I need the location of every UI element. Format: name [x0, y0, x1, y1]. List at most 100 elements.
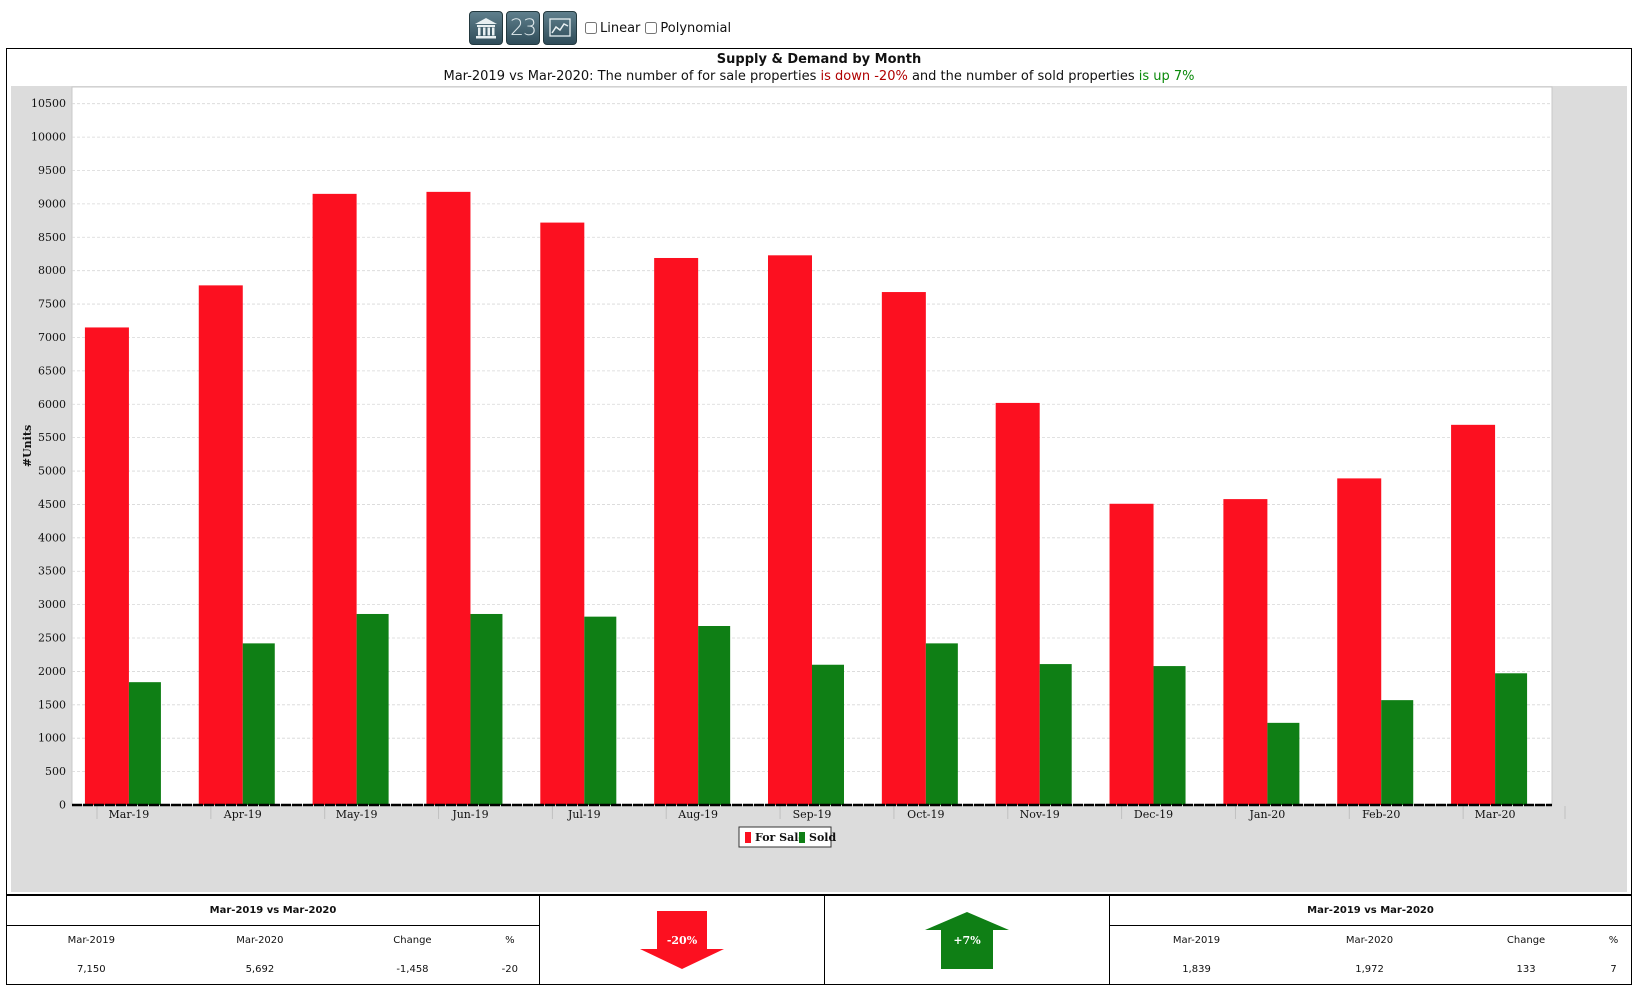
bar-for-sale [1451, 424, 1496, 805]
bar-for-sale [84, 327, 129, 805]
y-tick-label: 2500 [38, 632, 66, 645]
x-tick-label: Oct-19 [907, 808, 944, 821]
bar-sold [812, 664, 844, 805]
subtitle-prefix: Mar-2019 vs Mar-2020: The number of for … [443, 69, 821, 84]
x-tick-label: Jan-20 [1248, 808, 1285, 821]
bar-for-sale [1337, 478, 1382, 805]
y-tick-label: 5500 [38, 431, 66, 444]
for-sale-col-change: Change [393, 935, 432, 946]
chart-subtitle: Mar-2019 vs Mar-2020: The number of for … [7, 69, 1631, 84]
bar-sold [1495, 673, 1528, 805]
bar-sold [1153, 666, 1186, 805]
x-tick-label: Apr-19 [223, 808, 262, 821]
up-arrow-icon [925, 912, 1009, 969]
for-sale-value-percent: -20 [501, 964, 519, 975]
bar-sold [128, 682, 161, 805]
bar-sold [925, 643, 958, 805]
y-tick-label: 2000 [38, 665, 66, 678]
legend-swatch [745, 832, 751, 843]
up-arrow-shape [925, 912, 1009, 969]
subtitle-down-text: is down -20% [820, 69, 908, 84]
legend-swatch [799, 832, 805, 843]
x-tick-label: May-19 [336, 808, 378, 821]
for-sale-value-to: 5,692 [245, 964, 275, 975]
y-tick-label: 4500 [38, 498, 66, 511]
for-sale-col-to: Mar-2020 [236, 935, 284, 946]
y-tick-label: 7000 [38, 331, 66, 344]
polynomial-label: Polynomial [660, 20, 732, 36]
linear-checkbox[interactable] [585, 22, 597, 34]
y-tick-label: 4000 [38, 531, 66, 544]
y-tick-label: 10500 [31, 97, 66, 110]
sold-summary-heading: Mar-2019 vs Mar-2020 [1307, 904, 1434, 916]
sold-col-percent: % [1608, 935, 1619, 946]
y-tick-label: 1000 [38, 732, 66, 745]
bar-for-sale [198, 285, 243, 805]
sold-col-from: Mar-2019 [1172, 935, 1221, 946]
polynomial-option[interactable]: Polynomial [643, 21, 731, 36]
line-chart-icon-button[interactable] [543, 11, 577, 45]
bar-for-sale [995, 402, 1040, 805]
sold-col-to: Mar-2020 [1345, 935, 1394, 946]
line-chart-icon [549, 18, 571, 37]
subtitle-middle: and the number of sold properties [907, 69, 1139, 84]
bar-sold [242, 643, 275, 805]
y-tick-label: 1500 [38, 698, 66, 711]
bar-sold [356, 613, 389, 805]
x-tick-label: Jul-19 [567, 808, 601, 821]
x-tick-label: Aug-19 [677, 808, 718, 821]
for-sale-change-label: -20% [666, 934, 698, 947]
bar-for-sale [1109, 503, 1154, 805]
y-tick-label: 0 [59, 799, 66, 812]
down-arrow-icon [640, 911, 724, 969]
sold-value-from: 1,839 [1182, 964, 1211, 975]
y-tick-label: 9500 [38, 164, 66, 177]
y-tick-label: 6500 [38, 364, 66, 377]
x-tick-label: Nov-19 [1020, 808, 1060, 821]
bar-for-sale [426, 191, 471, 805]
y-tick-label: 3000 [38, 598, 66, 611]
for-sale-change-panel: -20% [539, 895, 825, 985]
numbers-icon-button[interactable]: 23 [506, 11, 540, 45]
y-tick-label: 8000 [38, 264, 66, 277]
legend-box [738, 826, 832, 848]
x-tick-label: Mar-19 [109, 808, 150, 821]
chart-title: Supply & Demand by Month [716, 52, 922, 67]
bar-sold [1039, 664, 1072, 805]
bar-sold [1381, 700, 1414, 805]
bar-for-sale [768, 255, 812, 805]
bank-icon-button[interactable] [469, 11, 503, 45]
sold-summary-panel: Mar-2019 vs Mar-2020 Mar-2019 Mar-2020 C… [1109, 895, 1632, 985]
bar-sold [470, 613, 503, 805]
x-tick-label: Jun-19 [451, 808, 488, 821]
numbers-icon: 23 [510, 15, 537, 41]
chart-toolbar: 23 Linear Polynomial [469, 10, 731, 46]
y-tick-label: 500 [45, 765, 66, 778]
bar-for-sale [881, 292, 926, 805]
bar-for-sale [1223, 499, 1268, 805]
for-sale-col-from: Mar-2019 [67, 935, 115, 946]
y-tick-label: 8500 [38, 231, 66, 244]
for-sale-summary-table: Mar-2019 vs Mar-2020 Mar-2019 Mar-2020 C… [7, 896, 539, 984]
legend-label: Sold [809, 831, 836, 844]
y-tick-label: 10000 [31, 131, 66, 144]
sold-value-percent: 7 [1610, 964, 1617, 975]
sold-summary-table: Mar-2019 vs Mar-2020 Mar-2019 Mar-2020 C… [1110, 896, 1631, 984]
linear-option[interactable]: Linear [583, 21, 640, 36]
x-tick-label: Dec-19 [1134, 808, 1173, 821]
for-sale-summary-panel: Mar-2019 vs Mar-2020 Mar-2019 Mar-2020 C… [6, 895, 540, 985]
chart-container: Supply & Demand by Month Mar-2019 vs Mar… [6, 48, 1632, 895]
y-tick-label: 7500 [38, 298, 66, 311]
bar-for-sale [312, 193, 357, 805]
y-tick-label: 5000 [38, 465, 66, 478]
polynomial-checkbox[interactable] [645, 22, 658, 34]
y-tick-label: 6000 [38, 398, 66, 411]
bar-for-sale [540, 222, 585, 806]
y-tick-label: 9000 [38, 197, 66, 210]
sold-value-to: 1,972 [1355, 964, 1384, 975]
bank-icon [475, 18, 497, 39]
bar-sold [698, 626, 731, 805]
bar-for-sale [654, 257, 699, 805]
sold-value-change: 133 [1516, 964, 1536, 975]
linear-label: Linear [600, 20, 641, 36]
